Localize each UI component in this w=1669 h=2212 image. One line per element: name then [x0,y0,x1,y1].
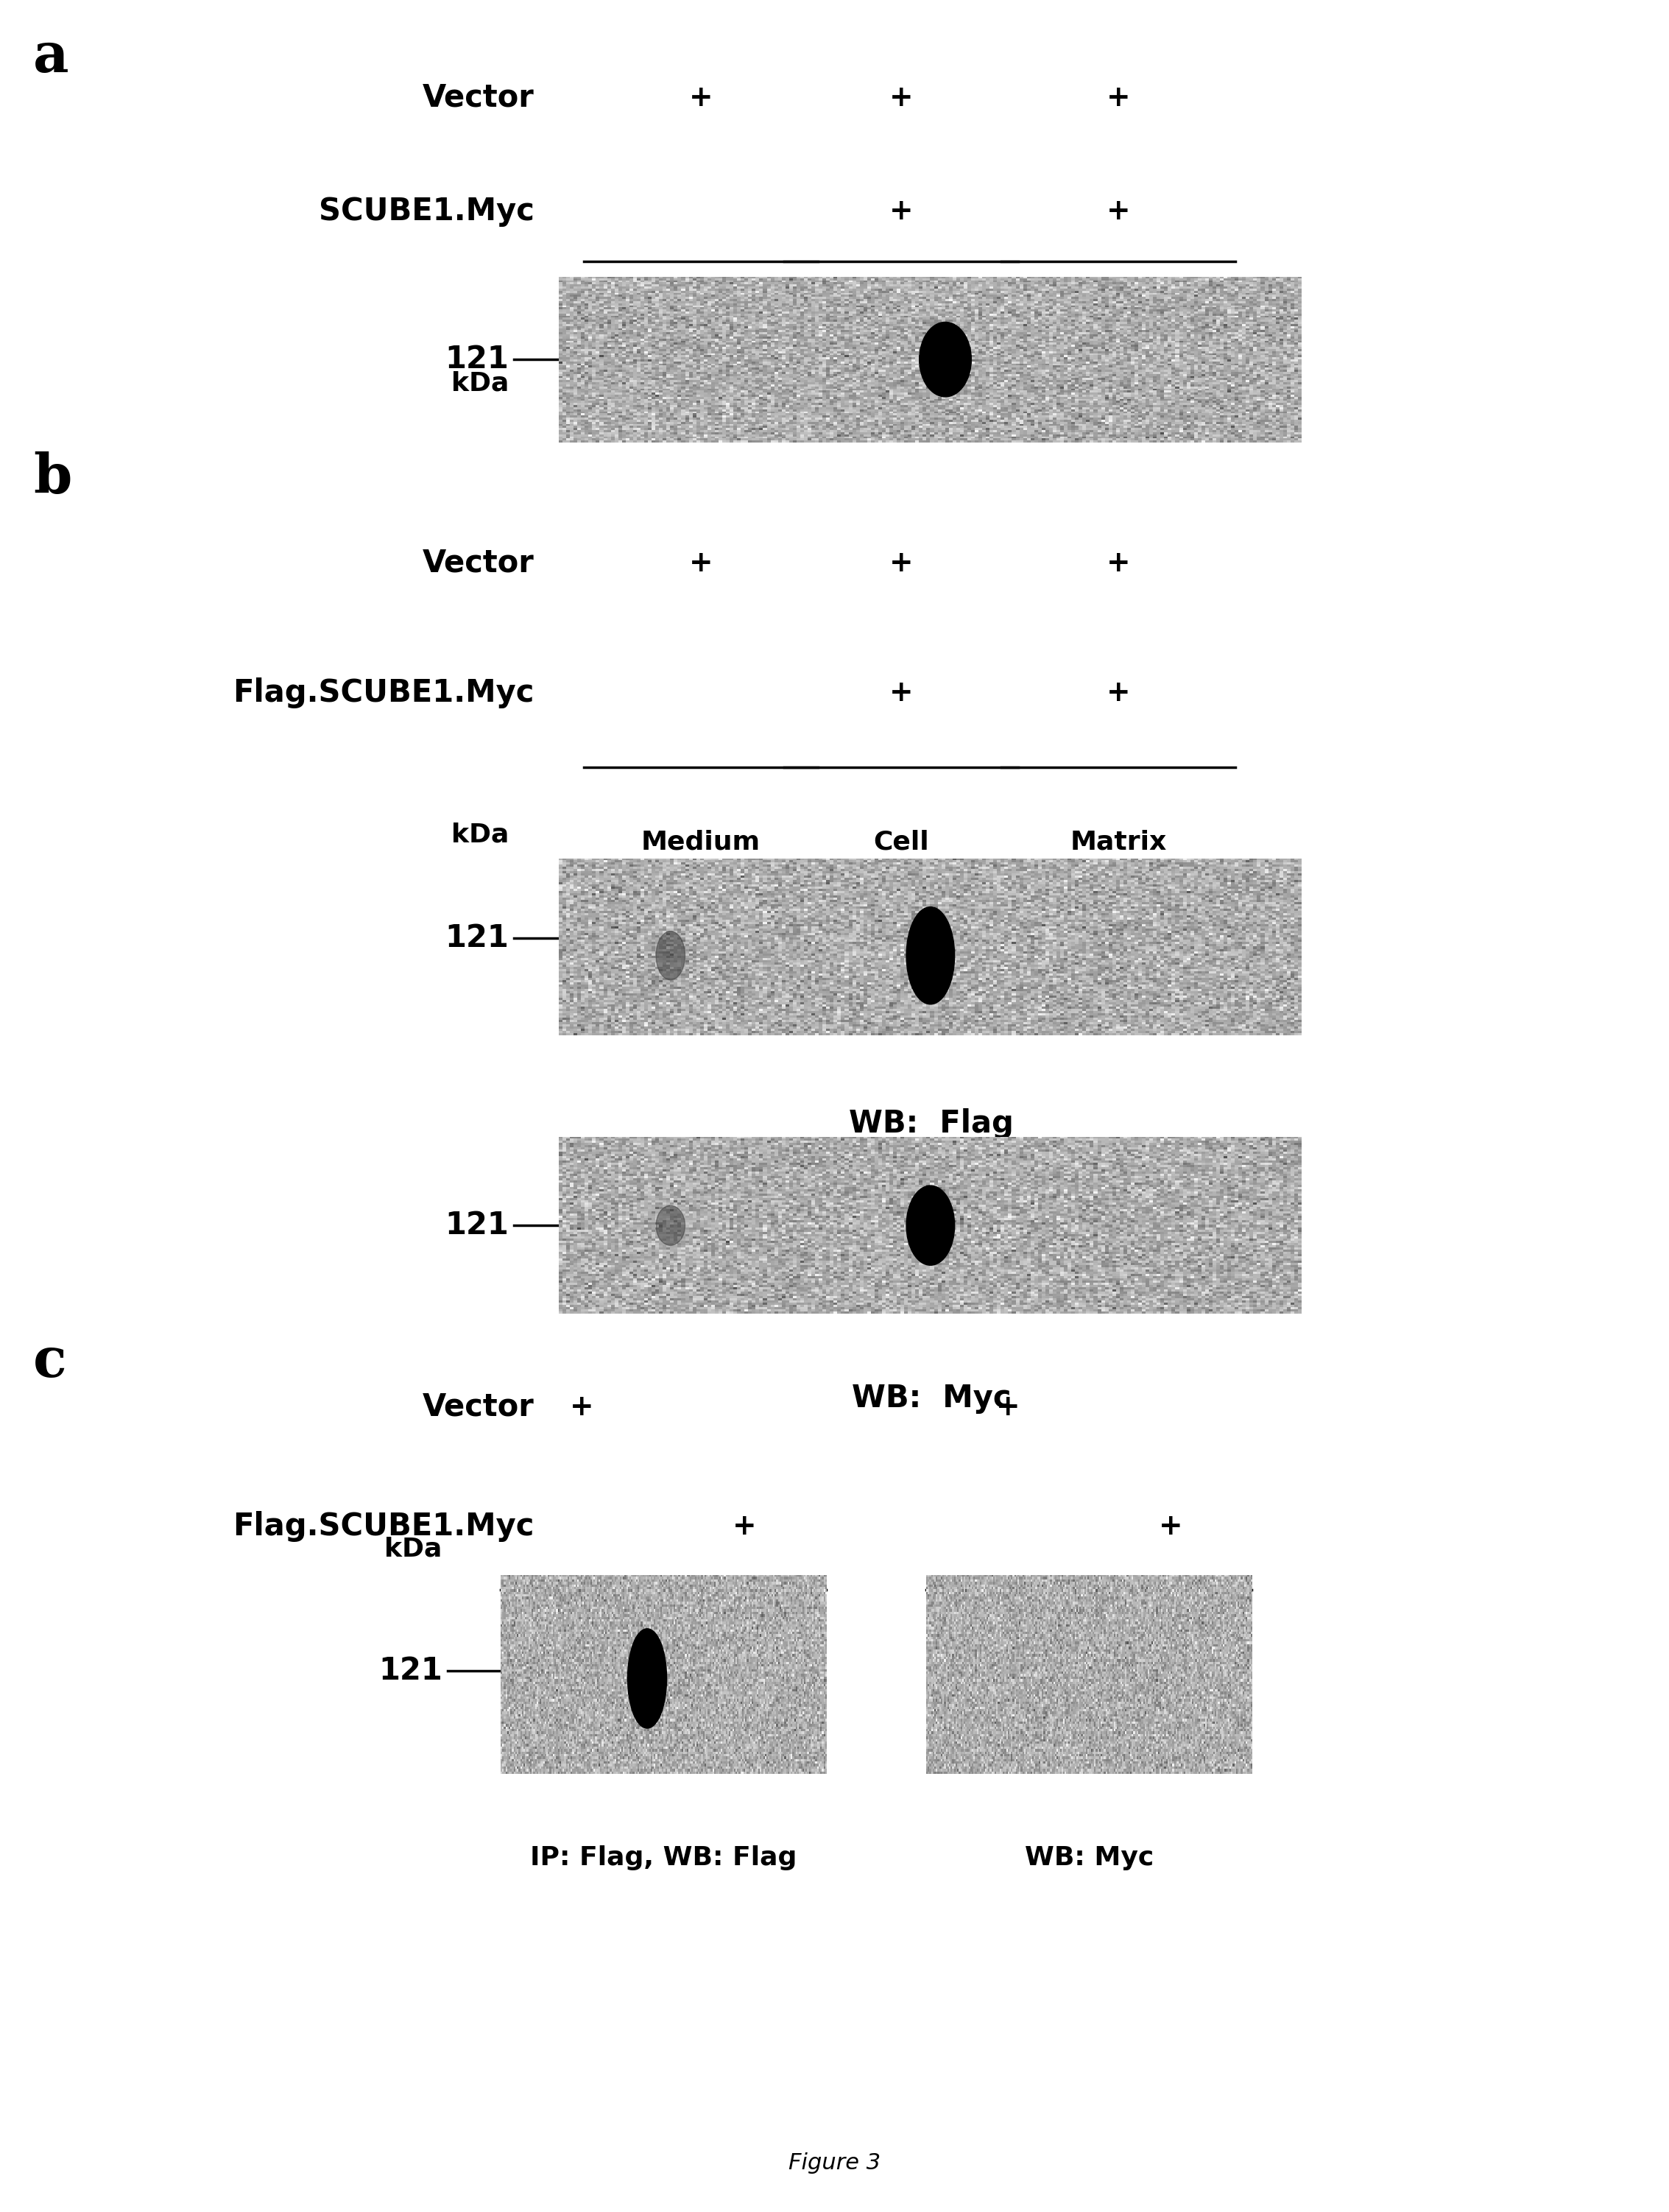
Ellipse shape [920,323,971,396]
Text: Flag.SCUBE1.Myc: Flag.SCUBE1.Myc [232,1511,534,1542]
Text: Flag.SCUBE1.Myc: Flag.SCUBE1.Myc [232,677,534,708]
Ellipse shape [906,907,955,1004]
Text: 121: 121 [379,1655,442,1686]
Text: Vector: Vector [422,549,534,580]
Text: WB: Myc: WB: Myc [1025,1845,1153,1871]
Text: +: + [1107,679,1130,708]
Text: 121: 121 [446,922,509,953]
Text: +: + [689,549,713,577]
Text: +: + [1107,197,1130,226]
Text: Medium: Medium [1030,1641,1148,1666]
Text: +: + [1107,549,1130,577]
Text: a: a [33,31,68,84]
Ellipse shape [656,931,684,980]
Text: WB:  Flag: WB: Flag [850,1108,1013,1139]
Text: Medium: Medium [641,830,761,854]
Text: b: b [33,451,72,507]
Text: SCUBE1.Myc: SCUBE1.Myc [319,197,534,226]
Text: +: + [733,1513,756,1540]
Text: Vector: Vector [422,1391,534,1422]
Ellipse shape [906,1186,955,1265]
Text: +: + [890,549,913,577]
Text: Medium: Medium [641,303,761,330]
Text: kDa: kDa [451,372,509,396]
Text: +: + [890,84,913,113]
Text: Figure 3: Figure 3 [788,2152,881,2174]
Text: Cell: Cell [873,303,930,330]
Text: kDa: kDa [384,1537,442,1562]
Text: +: + [890,197,913,226]
Text: +: + [689,84,713,113]
Text: +: + [1158,1513,1182,1540]
Text: Matrix: Matrix [1070,303,1167,330]
Text: Medium: Medium [604,1641,723,1666]
Text: +: + [1107,84,1130,113]
Text: 121: 121 [446,1210,509,1241]
Text: kDa: kDa [451,823,509,847]
Text: WB:  Myc: WB: Myc [851,1382,1011,1413]
Text: +: + [890,679,913,708]
Ellipse shape [656,1206,684,1245]
Text: IP: Flag, WB: Flag: IP: Flag, WB: Flag [531,1845,796,1871]
Text: c: c [33,1336,67,1389]
Text: Matrix: Matrix [1070,830,1167,854]
Text: 121: 121 [446,345,509,374]
Text: Vector: Vector [422,82,534,113]
Text: +: + [996,1394,1020,1420]
Ellipse shape [628,1628,666,1728]
Text: +: + [571,1394,594,1420]
Text: Cell: Cell [873,830,930,854]
